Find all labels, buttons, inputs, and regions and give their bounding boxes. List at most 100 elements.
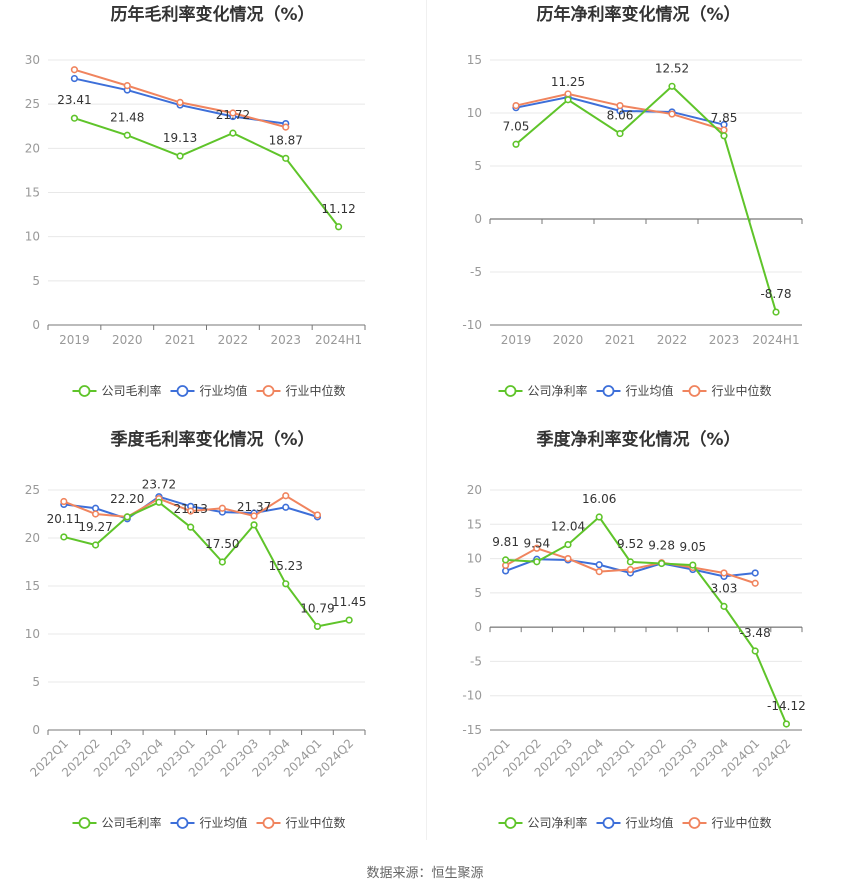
y-tick-label: 25 [25, 97, 40, 111]
data-point-company [720, 602, 728, 610]
data-point-company [282, 154, 290, 162]
data-point-company [70, 114, 79, 122]
data-point-company [176, 152, 184, 160]
data-point-company [313, 622, 322, 631]
legend-swatch-marker [504, 817, 517, 829]
x-tick-label: 2020 [112, 333, 143, 347]
data-point-median [176, 98, 184, 106]
chart-annual-net-margin: 历年净利率变化情况（%） -10 -5 0 5 10 15 2019 2020 2021 2022 2… [427, 0, 850, 430]
data-point-average [282, 503, 290, 511]
legend-label: 行业中位数 [286, 383, 346, 398]
chart-title: 历年毛利率变化情况（%） [110, 4, 314, 25]
chart-title: 季度净利率变化情况（%） [536, 429, 740, 450]
data-point-company [155, 498, 163, 506]
x-tick-label: 2024H1 [315, 333, 362, 347]
data-label: 16.06 [582, 492, 616, 506]
legend-label: 行业均值 [626, 383, 674, 398]
y-tick-label: -10 [462, 318, 482, 332]
data-label: 8.06 [607, 109, 634, 123]
legend-swatch-marker [78, 817, 91, 829]
y-tick-label: 20 [25, 531, 40, 545]
x-tick-label: 2021 [605, 333, 636, 347]
y-tick-label: 10 [25, 230, 40, 244]
y-tick-label: 0 [474, 620, 482, 634]
legend-item-median: 行业中位数 [682, 815, 772, 830]
legend-swatch-marker [262, 385, 275, 397]
y-tick-label: 10 [25, 627, 40, 641]
legend-item-company: 公司净利率 [498, 383, 588, 398]
data-point-company [782, 720, 791, 728]
legend-swatch-marker [688, 385, 701, 397]
legend-item-company: 公司净利率 [498, 815, 588, 830]
data-point-company [595, 513, 603, 521]
data-label: 23.41 [57, 93, 91, 107]
legend-swatch-marker [602, 385, 615, 397]
legend-item-average: 行业均值 [170, 815, 248, 830]
data-point-company [501, 556, 510, 564]
data-label: 22.20 [110, 492, 144, 506]
x-tick-label: 2019 [59, 333, 90, 347]
data-point-company [751, 647, 759, 655]
x-tick-label: 2021 [165, 333, 196, 347]
legend-label: 行业中位数 [712, 383, 772, 398]
legend-item-median: 行业中位数 [256, 815, 346, 830]
data-label: 12.52 [655, 61, 689, 75]
data-point-company [60, 533, 68, 541]
y-tick-label: 0 [32, 318, 40, 332]
data-label: -8.78 [760, 287, 791, 301]
data-label: 21.72 [216, 108, 250, 122]
chart-svg: 季度净利率变化情况（%）-15-10-5051015202022Q12022Q2… [462, 429, 805, 830]
data-label: 10.79 [300, 601, 334, 615]
data-source-note: 数据来源：恒生聚源 [366, 866, 484, 881]
y-tick-label: 0 [32, 723, 40, 737]
data-point-median [533, 544, 541, 552]
x-tick-label: 2022 [218, 333, 249, 347]
data-point-median [218, 504, 226, 512]
y-tick-label: 15 [467, 517, 482, 531]
y-tick-label: 0 [474, 212, 482, 226]
y-tick-label: 10 [467, 106, 482, 120]
data-label: 15.23 [269, 559, 303, 573]
data-point-company [91, 541, 100, 549]
data-label: 9.52 [617, 537, 644, 551]
data-label: 12.04 [551, 520, 585, 534]
x-tick-label: 2024H1 [752, 333, 799, 347]
data-point-median [282, 492, 290, 500]
legend-swatch-marker [602, 817, 615, 829]
chart-svg: 季度毛利率变化情况（%）05101520252022Q12022Q22022Q3… [25, 429, 367, 830]
data-label: 21.37 [237, 500, 271, 514]
data-point-company [229, 129, 237, 137]
data-label: -3.48 [740, 626, 771, 640]
data-point-median [70, 66, 79, 74]
legend-label: 公司毛利率 [102, 383, 162, 398]
y-tick-label: 20 [467, 483, 482, 497]
data-label: 9.28 [648, 539, 675, 553]
data-label: 9.81 [492, 535, 519, 549]
data-point-company [668, 82, 676, 90]
data-point-company [689, 561, 697, 569]
legend-label: 行业中位数 [712, 815, 772, 830]
chart-svg: 历年净利率变化情况（%） -10 -5 0 5 10 15 2019 2020 2021 2022 2… [462, 4, 803, 398]
series-line-median [505, 547, 756, 585]
legend-swatch-marker [176, 817, 189, 829]
data-point-company [218, 558, 226, 566]
data-point-median [123, 82, 131, 90]
x-tick-label: 2019 [501, 333, 532, 347]
legend-item-company: 公司毛利率 [72, 383, 162, 398]
y-tick-label: 5 [32, 274, 40, 288]
data-point-company [512, 140, 520, 148]
panel-divider [426, 0, 427, 840]
y-tick-label: 5 [32, 675, 40, 689]
data-point-average [91, 504, 100, 512]
y-tick-label: 30 [25, 53, 40, 67]
legend-label: 行业均值 [200, 815, 248, 830]
data-point-median [720, 126, 728, 134]
y-tick-label: -10 [462, 689, 482, 703]
legend-label: 公司净利率 [528, 383, 588, 398]
legend-item-average: 行业均值 [596, 383, 674, 398]
data-label: 11.25 [551, 75, 585, 89]
data-label: 19.27 [78, 520, 112, 534]
legend-item-average: 行业均值 [596, 815, 674, 830]
data-point-average [595, 561, 603, 569]
data-point-company [123, 513, 131, 521]
